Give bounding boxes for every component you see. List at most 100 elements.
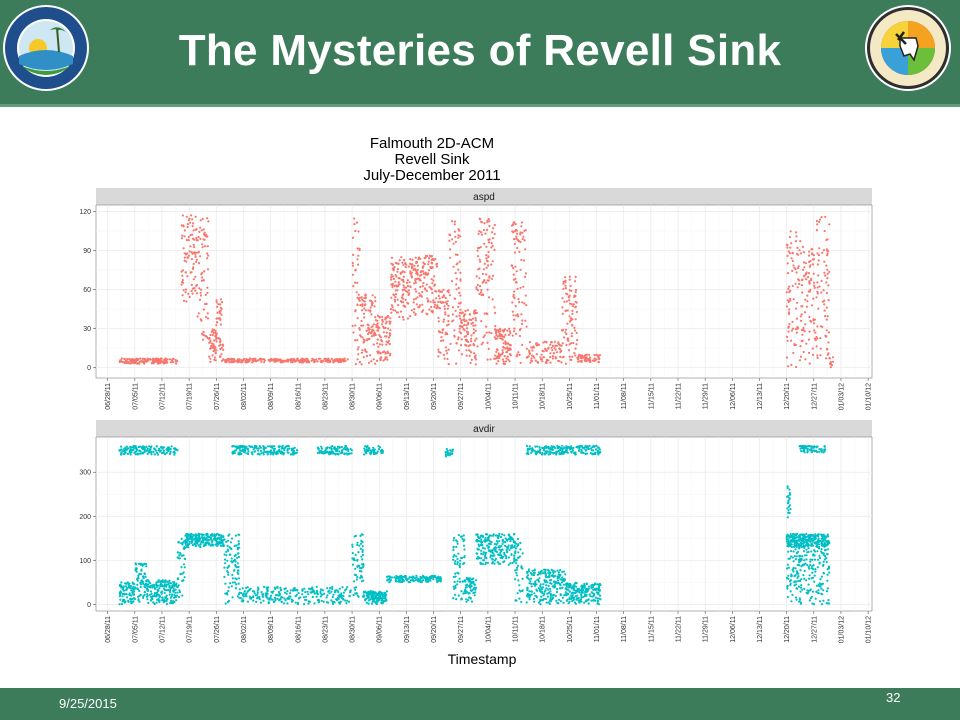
data-point — [384, 595, 387, 598]
data-point — [534, 359, 537, 362]
data-point — [392, 308, 395, 312]
data-point — [128, 593, 131, 596]
data-point — [487, 347, 490, 350]
data-point — [381, 343, 384, 346]
data-point — [592, 359, 595, 362]
data-point — [470, 334, 473, 337]
data-point — [383, 350, 386, 353]
data-point — [465, 324, 468, 327]
data-point — [409, 315, 412, 318]
data-point — [192, 266, 195, 269]
data-point — [439, 300, 442, 303]
data-point — [493, 336, 496, 339]
data-point — [405, 263, 408, 266]
x-tick-label: 11/22/11 — [676, 383, 683, 409]
data-point — [566, 322, 569, 325]
data-point — [385, 356, 388, 359]
data-point — [485, 254, 488, 257]
data-point — [809, 279, 813, 282]
data-point — [831, 356, 835, 359]
data-point — [126, 447, 129, 451]
data-point — [127, 362, 130, 365]
data-point — [341, 450, 344, 453]
data-point — [125, 582, 128, 585]
data-point — [422, 281, 425, 285]
data-point — [403, 288, 406, 291]
x-tick-label: 09/13/11 — [404, 383, 411, 410]
data-point — [246, 447, 249, 450]
data-point — [206, 268, 210, 271]
data-point — [502, 346, 506, 349]
data-point — [266, 452, 269, 456]
data-point — [200, 288, 203, 291]
data-point — [372, 446, 375, 449]
data-point — [324, 357, 327, 360]
data-point — [290, 453, 294, 456]
data-point — [549, 356, 552, 359]
data-point — [544, 361, 547, 364]
data-point — [787, 300, 790, 303]
data-point — [360, 563, 364, 566]
data-point — [145, 580, 148, 583]
data-point — [125, 588, 128, 592]
data-point — [356, 339, 359, 342]
data-point — [592, 449, 595, 452]
data-point — [379, 449, 383, 452]
data-point — [125, 360, 128, 363]
data-point — [816, 290, 819, 293]
data-point — [384, 592, 387, 595]
data-point — [201, 276, 204, 279]
data-point — [123, 598, 126, 602]
data-point — [234, 577, 237, 580]
data-point — [143, 585, 146, 588]
data-point — [484, 533, 488, 536]
data-point — [802, 268, 805, 271]
data-point — [322, 600, 325, 603]
data-point — [539, 570, 543, 573]
data-point — [799, 345, 802, 348]
data-point — [147, 601, 150, 605]
data-point — [137, 445, 140, 449]
data-point — [597, 449, 600, 452]
data-point — [437, 300, 440, 304]
data-point — [168, 358, 172, 361]
data-point — [367, 361, 371, 364]
data-point — [512, 314, 515, 317]
data-point — [393, 576, 396, 579]
data-point — [163, 585, 166, 588]
data-point — [161, 581, 164, 584]
data-point — [418, 578, 421, 581]
data-point — [356, 258, 359, 261]
data-point — [391, 263, 394, 266]
data-point — [402, 297, 405, 300]
data-point — [188, 217, 191, 220]
data-point — [486, 358, 489, 361]
data-point — [459, 278, 462, 281]
data-point — [481, 544, 484, 547]
data-point — [805, 271, 808, 274]
data-point — [487, 217, 490, 221]
data-point — [822, 249, 826, 252]
data-point — [410, 274, 413, 277]
data-point — [474, 579, 478, 582]
data-point — [799, 252, 803, 255]
data-point — [168, 590, 172, 594]
data-point — [363, 307, 366, 310]
data-point — [209, 341, 212, 344]
data-point — [315, 585, 318, 588]
data-point — [429, 576, 432, 579]
data-point — [803, 330, 806, 333]
data-point — [128, 357, 131, 361]
data-point — [799, 315, 802, 318]
data-point — [187, 546, 190, 549]
data-point — [357, 595, 360, 598]
data-point — [380, 323, 383, 326]
data-point — [562, 601, 565, 604]
data-point — [197, 534, 200, 537]
data-point — [487, 241, 491, 244]
data-point — [355, 291, 358, 294]
data-point — [528, 598, 531, 601]
data-point — [183, 566, 186, 569]
data-point — [565, 343, 568, 346]
